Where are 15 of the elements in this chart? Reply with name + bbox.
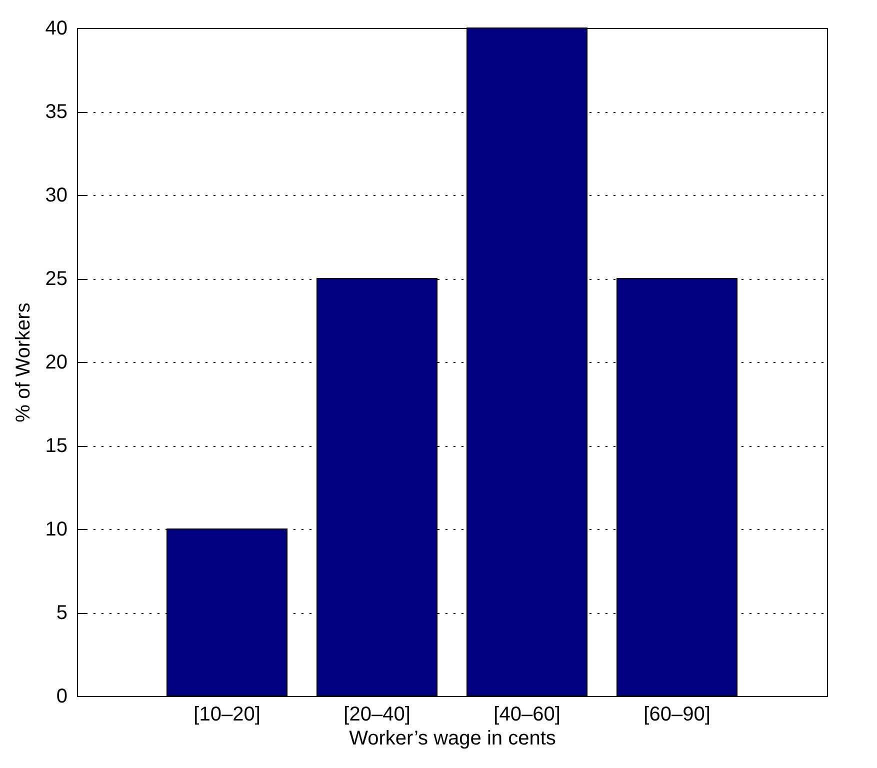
y-tick-label: 0: [56, 686, 68, 708]
y-tick-label: 25: [45, 268, 68, 290]
y-tick-label: 20: [45, 352, 68, 374]
y-tick-label: 40: [45, 18, 68, 40]
y-axis-title: % of Workers: [12, 302, 34, 422]
x-tick-label: [20–40]: [344, 704, 410, 726]
x-tick-label: [10–20]: [194, 704, 260, 726]
x-tick-label: [60–90]: [644, 704, 710, 726]
y-tick-label: 30: [45, 184, 68, 206]
y-tick-label: 10: [45, 518, 68, 540]
y-tick-label: 15: [45, 435, 68, 457]
y-tick-label: 35: [45, 101, 68, 123]
y-tick-label: 5: [56, 602, 68, 624]
x-axis-title: Worker’s wage in cents: [349, 728, 556, 750]
x-tick-label: [40–60]: [494, 704, 560, 726]
